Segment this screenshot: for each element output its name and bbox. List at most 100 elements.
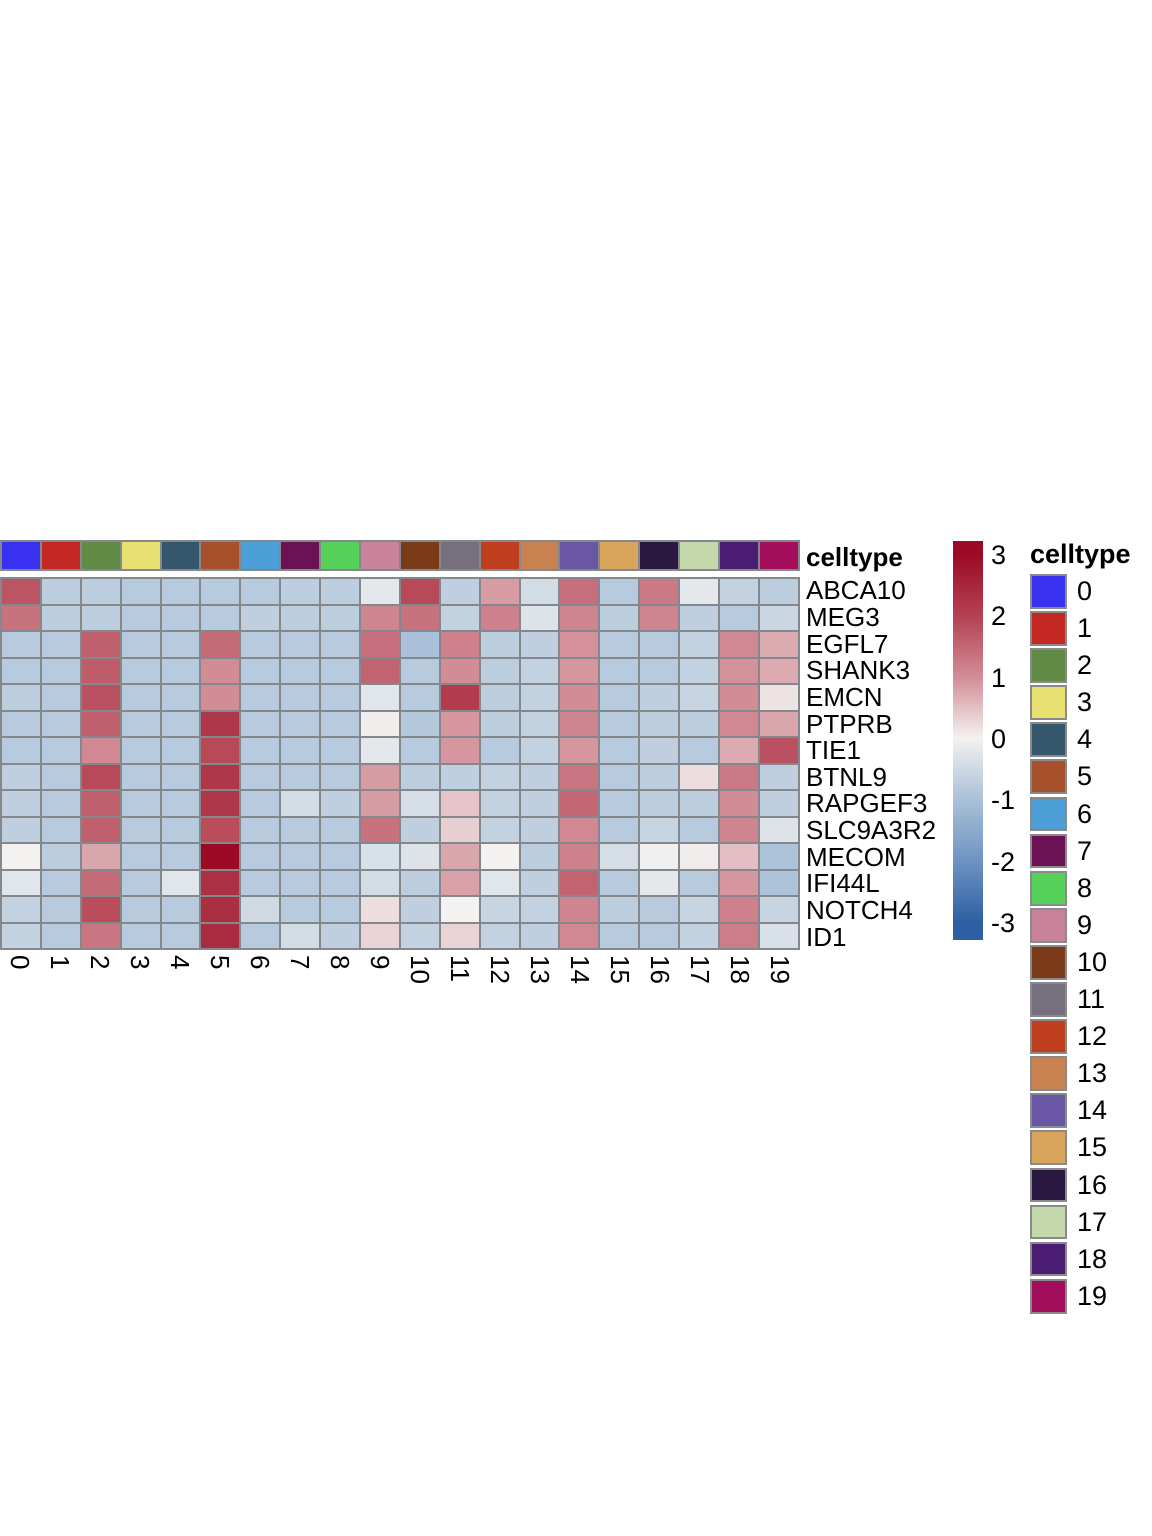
heatmap-cell [640, 791, 679, 816]
heatmap-cell [2, 738, 40, 763]
heatmap-cell [759, 711, 798, 736]
heatmap-cell [2, 870, 40, 895]
legend-item-label: 16 [1077, 1169, 1108, 1200]
heatmap-cell [81, 579, 120, 604]
cluster-label-slot: 5 [200, 955, 240, 1015]
heatmap-cell [440, 579, 479, 604]
heatmap-cell [2, 685, 40, 710]
heatmap-cell [121, 711, 160, 736]
heatmap-cell [480, 870, 519, 895]
heatmap-cell [440, 738, 479, 763]
heatmap-cell [281, 791, 320, 816]
legend-swatch [1030, 722, 1067, 758]
legend-item: 14 [1030, 1093, 1150, 1130]
heatmap-cell [600, 923, 639, 948]
heatmap-cell [560, 658, 599, 683]
heatmap-cell [321, 897, 360, 922]
cluster-label-slot: 11 [440, 955, 480, 1015]
heatmap-cell [161, 870, 200, 895]
heatmap-cell [480, 579, 519, 604]
heatmap-cell [161, 658, 200, 683]
heatmap-cell [720, 738, 758, 763]
heatmap-cell [161, 738, 200, 763]
heatmap-cell [759, 791, 798, 816]
celltype-annotation-cell [41, 542, 80, 569]
heatmap-cell [41, 764, 80, 789]
heatmap-cell [480, 738, 519, 763]
celltype-annotation-cell [201, 542, 240, 569]
heatmap-cell [321, 711, 360, 736]
cluster-label: 8 [325, 955, 355, 970]
heatmap-cell [520, 605, 559, 630]
legend-item: 13 [1030, 1056, 1150, 1093]
heatmap-cell [161, 605, 200, 630]
celltype-annotation-cell [680, 542, 719, 569]
cluster-label-slot: 1 [40, 955, 80, 1015]
heatmap-cell [680, 923, 719, 948]
heatmap-cell [680, 764, 719, 789]
legend-swatch [1030, 833, 1067, 869]
heatmap-cell [759, 764, 798, 789]
heatmap-cell [600, 632, 639, 657]
celltype-annotation-cell [520, 542, 559, 569]
heatmap-cell [81, 923, 120, 948]
celltype-annotation-cell [81, 542, 120, 569]
celltype-annotation-cell [440, 542, 479, 569]
heatmap-cell [720, 685, 758, 710]
heatmap-cell [640, 897, 679, 922]
heatmap-cell [640, 579, 679, 604]
heatmap-cell [121, 605, 160, 630]
heatmap-cell [400, 791, 439, 816]
legend-item: 5 [1030, 759, 1150, 796]
cluster-label: 12 [485, 955, 515, 984]
cluster-label-slot: 4 [160, 955, 200, 1015]
legend-item: 17 [1030, 1204, 1150, 1242]
heatmap-cell [759, 817, 798, 842]
heatmap-cell [520, 791, 559, 816]
heatmap-cell [2, 791, 40, 816]
heatmap-cell [81, 685, 120, 710]
heatmap-cell [2, 605, 40, 630]
heatmap-cell [600, 764, 639, 789]
heatmap-cell [640, 923, 679, 948]
legend-item-label: 15 [1077, 1132, 1108, 1163]
legend-swatch [1030, 1204, 1067, 1240]
heatmap-cell [680, 844, 719, 869]
heatmap-cell [600, 817, 639, 842]
cluster-label-slot: 2 [80, 955, 120, 1015]
heatmap-cell [161, 897, 200, 922]
heatmap-cell [480, 685, 519, 710]
cluster-label-slot: 9 [360, 955, 400, 1015]
heatmap-cell [361, 870, 399, 895]
heatmap-cell [400, 844, 439, 869]
heatmap-cell [480, 897, 519, 922]
gene-label: RAPGEF3 [806, 788, 928, 819]
heatmap-cell [560, 632, 599, 657]
heatmap-cell [161, 685, 200, 710]
cluster-label-slot: 19 [760, 955, 800, 1015]
legend-swatch [1030, 685, 1067, 721]
heatmap-cell [201, 897, 240, 922]
heatmap-cell [321, 605, 360, 630]
heatmap-cell [720, 870, 758, 895]
cluster-label: 6 [245, 955, 275, 970]
heatmap-cell [321, 764, 360, 789]
legend-item: 7 [1030, 833, 1150, 871]
heatmap-cell [520, 579, 559, 604]
heatmap-cell [321, 923, 360, 948]
heatmap-cell [161, 923, 200, 948]
gene-label: SLC9A3R2 [806, 815, 937, 846]
heatmap-cell [241, 738, 280, 763]
heatmap-cell [480, 711, 519, 736]
celltype-annotation-cell [640, 542, 679, 569]
expression-colorbar [953, 541, 983, 940]
cluster-label: 13 [525, 955, 555, 984]
heatmap-cell [600, 658, 639, 683]
celltype-annotation-cell [560, 542, 599, 569]
heatmap-cell [281, 738, 320, 763]
heatmap-cell [361, 738, 399, 763]
heatmap-cell [400, 817, 439, 842]
heatmap-cell [201, 658, 240, 683]
heatmap-cell [560, 605, 599, 630]
heatmap-cell [600, 897, 639, 922]
